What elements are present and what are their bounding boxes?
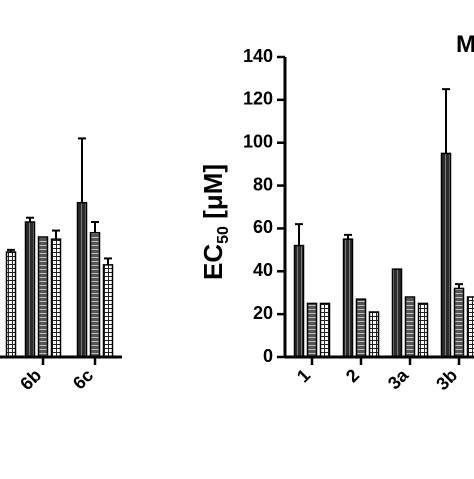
bar-left-g2-s1 xyxy=(91,233,100,357)
bar-left-g0-s2 xyxy=(7,252,16,357)
bar-right-g0-s1 xyxy=(308,303,317,357)
x-tick-label-right-2: 3a xyxy=(384,364,413,393)
y-tick-label-right-4: 80 xyxy=(253,174,273,194)
x-tick-label-right-3: 3b xyxy=(432,365,461,394)
y-tick-label-right-3: 60 xyxy=(253,217,273,237)
bar-left-g1-s0 xyxy=(26,222,35,357)
left-chart-panel: 6b 6c xyxy=(0,138,122,394)
y-tick-label-right-1: 20 xyxy=(253,303,273,323)
bar-right-g1-s0 xyxy=(344,239,353,357)
y-tick-label-right-2: 40 xyxy=(253,260,273,280)
bar-left-g1-s1 xyxy=(39,237,48,357)
x-tick-label-right-0: 1 xyxy=(293,365,314,386)
y-tick-label-right-0: 0 xyxy=(263,346,273,366)
bar-left-g1-s2 xyxy=(52,239,61,357)
bar-right-g3-s1 xyxy=(455,288,464,357)
bar-left-g2-s2 xyxy=(104,265,113,357)
bar-right-g1-s2 xyxy=(370,312,379,357)
bar-right-g3-s0 xyxy=(442,153,451,357)
y-tick-label-right-7: 140 xyxy=(243,46,273,66)
bar-right-g2-s0 xyxy=(393,269,402,357)
right-chart-panel: M EC50 [μM] 1 2 3a 3b 0 20 40 60 80 100 120 140 xyxy=(198,31,474,394)
bar-right-g2-s2 xyxy=(419,303,428,357)
bar-right-g3-s2 xyxy=(468,297,474,357)
bar-left-g2-s0 xyxy=(78,203,87,357)
bar-right-g1-s1 xyxy=(357,299,366,357)
y-tick-label-right-5: 100 xyxy=(243,131,273,151)
y-tick-label-right-6: 120 xyxy=(243,89,273,109)
bar-right-g0-s2 xyxy=(321,303,330,357)
x-tick-label-left-1: 6b xyxy=(16,365,45,394)
bar-right-g2-s1 xyxy=(406,297,415,357)
chart-title: M xyxy=(456,31,474,58)
x-tick-label-left-2: 6c xyxy=(69,365,97,393)
y-axis-label: EC50 [μM] xyxy=(198,164,232,280)
bar-right-g0-s0 xyxy=(295,246,304,357)
x-tick-label-right-1: 2 xyxy=(342,365,363,386)
